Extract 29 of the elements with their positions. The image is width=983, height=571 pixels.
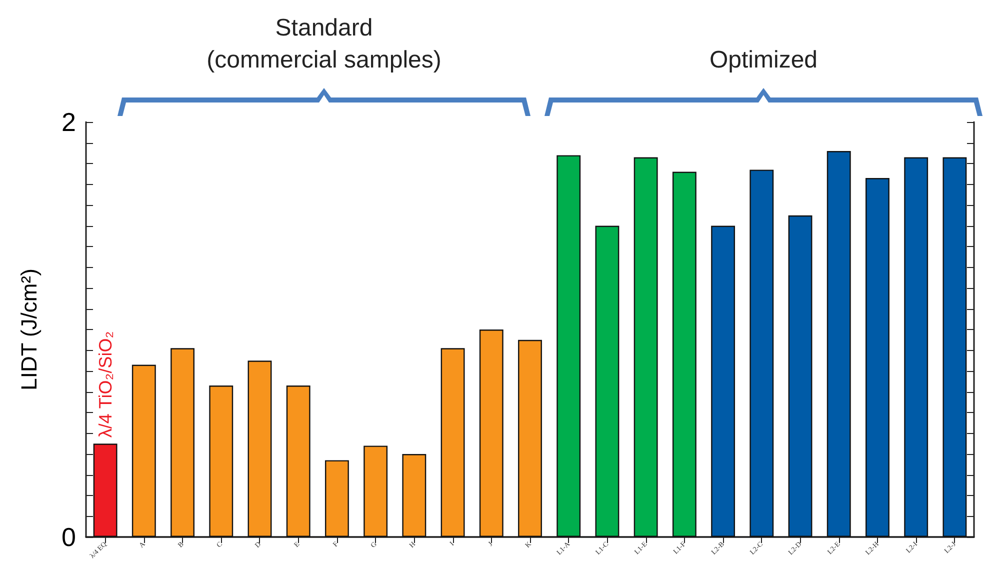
bar bbox=[788, 215, 812, 537]
bar bbox=[826, 151, 851, 537]
bar bbox=[942, 157, 967, 537]
bar bbox=[440, 348, 465, 537]
bar bbox=[672, 172, 696, 537]
bar bbox=[402, 454, 426, 537]
bar bbox=[132, 364, 156, 537]
bar bbox=[364, 446, 388, 537]
bar bbox=[556, 155, 581, 537]
bar bbox=[248, 360, 272, 537]
bar bbox=[479, 330, 504, 537]
text: Optimized bbox=[709, 46, 818, 74]
y-tick-label: 2 bbox=[62, 107, 76, 137]
bar bbox=[286, 386, 310, 537]
bar bbox=[209, 386, 234, 537]
y-tick-label: 0 bbox=[62, 522, 76, 552]
bar bbox=[170, 348, 194, 537]
bar bbox=[904, 157, 928, 537]
bar bbox=[518, 340, 542, 537]
bar bbox=[711, 226, 736, 537]
bar bbox=[324, 460, 349, 537]
annotation: λ/4 TiO₂/SiO₂ bbox=[95, 331, 116, 438]
bar bbox=[595, 226, 620, 537]
bar bbox=[866, 178, 890, 537]
bar bbox=[634, 157, 658, 537]
bar bbox=[93, 444, 118, 537]
bar bbox=[750, 170, 774, 537]
text: Standard (commercial samples) bbox=[206, 14, 442, 74]
y-axis-title: LIDT (J/cm²) bbox=[16, 268, 42, 390]
